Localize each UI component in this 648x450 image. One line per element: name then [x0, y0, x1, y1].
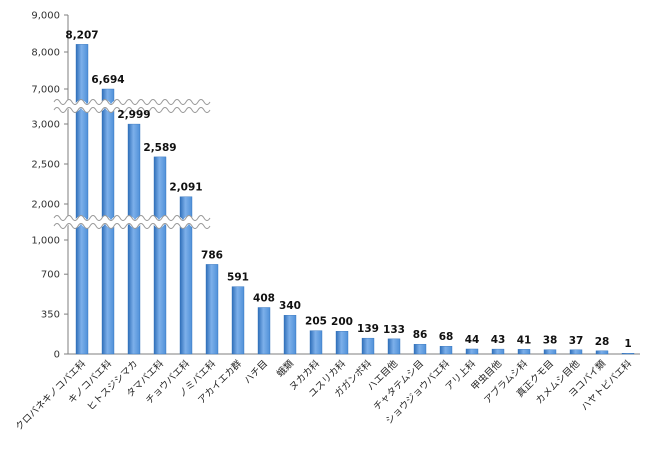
- bar: [335, 331, 349, 355]
- data-label: 786: [201, 249, 223, 261]
- y-tick-label: 1,000: [31, 236, 60, 247]
- bar: [153, 156, 167, 355]
- data-label: 2,091: [169, 182, 202, 194]
- bar: [387, 338, 401, 355]
- axis-break-band: [50, 100, 214, 112]
- y-tick-label: 7,000: [31, 85, 60, 96]
- bars: [75, 44, 635, 355]
- bar: [621, 353, 635, 355]
- data-label: 68: [439, 331, 454, 343]
- bar: [569, 349, 583, 355]
- data-label: 38: [543, 335, 558, 347]
- bar: [413, 343, 427, 355]
- y-tick-label: 350: [41, 310, 60, 321]
- y-tick-label: 9,000: [31, 11, 60, 22]
- y-tick-label: 0: [54, 350, 60, 361]
- data-labels: 8,207 6,694 2,999 2,589 2,091 786 591 408 340 205…: [65, 29, 631, 350]
- bar: [439, 346, 453, 355]
- y-axis: 0 350 700 1,000 2,000 2,500 3,000 7,000 8,000 9,0…: [31, 11, 640, 361]
- data-label: 86: [413, 329, 428, 341]
- category-label: 蛾類: [274, 357, 296, 379]
- data-label: 205: [305, 316, 327, 328]
- data-label: 6,694: [91, 74, 124, 86]
- y-tick-label: 2,000: [31, 200, 60, 211]
- bar: [257, 307, 271, 355]
- data-label: 44: [465, 334, 480, 346]
- bar: [75, 44, 89, 355]
- data-label: 8,207: [65, 29, 98, 41]
- y-tick-label: 3,000: [31, 120, 60, 131]
- data-label: 2,589: [143, 142, 176, 154]
- axis-breaks: [50, 99, 214, 229]
- axis-break-line: [53, 215, 211, 221]
- bar: [231, 286, 245, 355]
- axis-break-band: [50, 216, 214, 228]
- bar: [205, 264, 219, 355]
- data-label: 340: [279, 300, 301, 312]
- data-label: 591: [227, 272, 249, 284]
- bar: [179, 196, 193, 355]
- data-label: 139: [357, 323, 379, 335]
- data-label: 28: [595, 336, 610, 348]
- axis-break-line: [53, 99, 211, 105]
- category-labels: クロバネキノコバエ科キノコバエ科ヒトスジシマカタマバエ科チョウバエ科ノミバエ科ア…: [13, 357, 635, 433]
- data-label: 1: [624, 338, 631, 350]
- bar: [361, 337, 375, 355]
- data-label: 37: [569, 335, 584, 347]
- category-label: ハチ目: [242, 358, 270, 386]
- y-tick-label: 8,000: [31, 48, 60, 59]
- y-tick-label: 2,500: [31, 160, 60, 171]
- bar: [309, 330, 323, 355]
- data-label: 43: [491, 334, 506, 346]
- bar: [283, 315, 297, 355]
- bar: [543, 349, 557, 355]
- axis-break-line: [53, 107, 211, 113]
- data-label: 2,999: [117, 109, 150, 121]
- data-label: 41: [517, 334, 532, 346]
- y-tick-label: 700: [41, 270, 60, 281]
- bar: [491, 348, 505, 355]
- bar: [465, 348, 479, 355]
- bar: [517, 349, 531, 355]
- bar: [127, 123, 141, 355]
- data-label: 408: [253, 292, 275, 304]
- data-label: 133: [383, 324, 405, 336]
- data-label: 200: [331, 316, 353, 328]
- bar: [595, 350, 609, 355]
- axis-break-line: [53, 223, 211, 229]
